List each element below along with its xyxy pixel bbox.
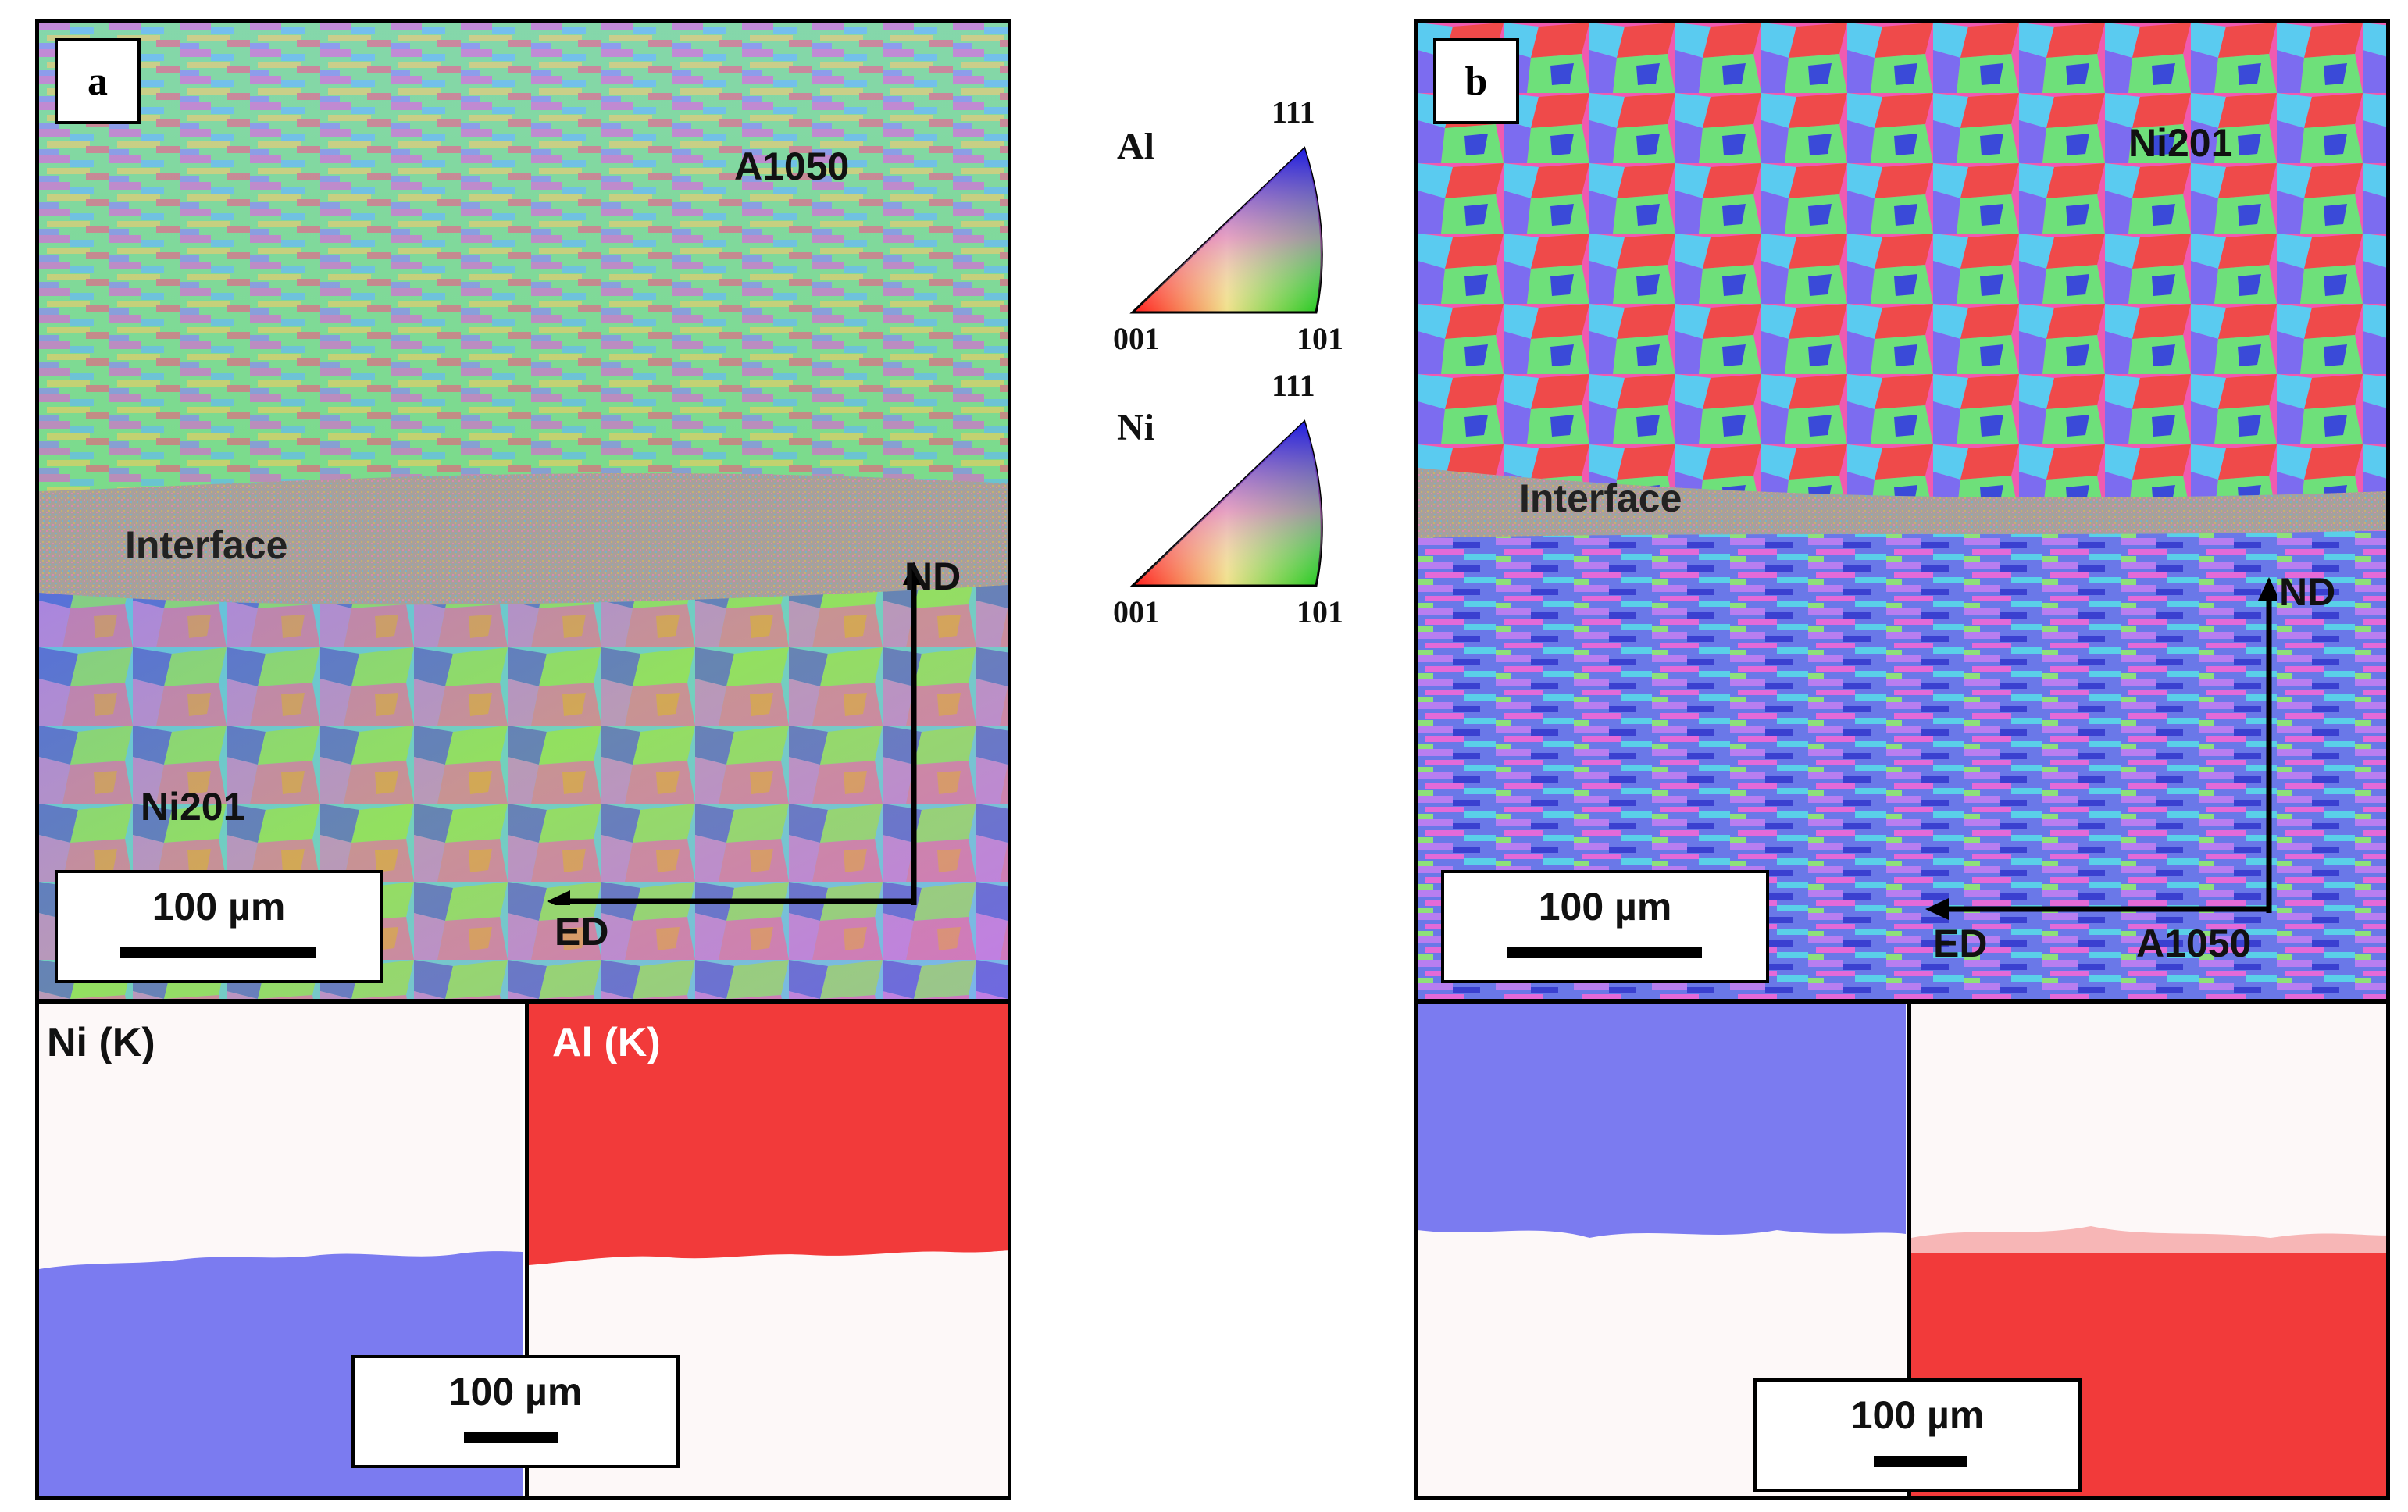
ipf-ni-101: 101 — [1297, 594, 1343, 629]
ipf-al-111: 111 — [1272, 94, 1315, 130]
ipf-ni-001: 001 — [1113, 594, 1160, 629]
panel-b-ebsd-map: b Ni201 Interface A1050 ND ED 100 µm — [1414, 19, 2390, 1003]
panel-a-interface-label: Interface — [125, 523, 288, 567]
panel-a-letter: a — [55, 38, 141, 124]
panel-a-eds-ni-title: Ni (K) — [47, 1020, 155, 1065]
ipf-al-001: 001 — [1113, 321, 1160, 356]
panel-b-eds-scale-bar: 100 µm — [1753, 1378, 2082, 1492]
panel-b-eds-maps: 100 µm — [1414, 1000, 2390, 1500]
panel-b-scale-line — [1507, 947, 1702, 958]
panel-b-axis-arrows — [1925, 577, 2277, 920]
panel-b-eds-scale-label: 100 µm — [1850, 1393, 1985, 1437]
ipf-legend: Al 111 001 101 Ni 111 001 101 — [1078, 78, 1375, 640]
panel-a-eds-scale-label: 100 µm — [448, 1370, 583, 1414]
panel-b-interface-label: Interface — [1519, 476, 1682, 520]
panel-b-letter: b — [1433, 38, 1519, 124]
panel-a-bottom-material: Ni201 — [141, 785, 245, 829]
ipf-al-title: Al — [1117, 126, 1154, 167]
panel-a-eds-maps: Ni (K) Al (K) 100 µm — [35, 1000, 1011, 1500]
ipf-ni-title: Ni — [1117, 407, 1154, 448]
panel-a-eds-scale-line — [464, 1432, 558, 1443]
panel-b-scale-label: 100 µm — [1538, 885, 1672, 929]
ipf-ni-triangle — [1129, 419, 1323, 587]
panel-a-scale-line — [120, 947, 316, 958]
panel-a-axis-nd: ND — [904, 555, 961, 598]
panel-b-eds-scale-line — [1874, 1456, 1967, 1467]
panel-a-ebsd-map: a A1050 Interface Ni201 ND ED 100 µm — [35, 19, 1011, 1003]
panel-b-top-material: Ni201 — [2128, 121, 2233, 165]
panel-a-ebsd-texture — [39, 23, 1008, 999]
panel-a-eds-scale-bar: 100 µm — [351, 1355, 680, 1468]
panel-a-eds-al-title: Al (K) — [552, 1020, 661, 1065]
panel-b-axis-nd: ND — [2279, 570, 2336, 614]
ipf-ni-111: 111 — [1272, 368, 1315, 403]
panel-b-bottom-material: A1050 — [2136, 922, 2252, 965]
panel-a-scale-label: 100 µm — [152, 885, 286, 929]
panel-a-axis-ed: ED — [555, 910, 609, 954]
ipf-al-101: 101 — [1297, 321, 1343, 356]
panel-a-scale-bar: 100 µm — [55, 870, 383, 983]
panel-b-scale-bar: 100 µm — [1441, 870, 1769, 983]
panel-a-axis-arrows — [547, 562, 922, 905]
panel-b-axis-ed: ED — [1933, 922, 1988, 965]
panel-a-top-material: A1050 — [734, 144, 850, 188]
ipf-al-triangle — [1129, 146, 1323, 314]
